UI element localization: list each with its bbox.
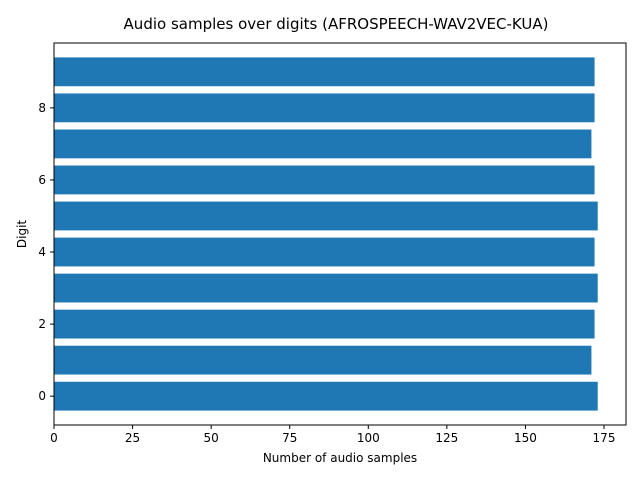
x-axis-label: Number of audio samples xyxy=(263,451,417,465)
x-tick-label: 100 xyxy=(357,431,380,445)
y-tick-label: 2 xyxy=(38,317,46,331)
x-tick-label: 175 xyxy=(593,431,616,445)
bar-digit-0 xyxy=(54,381,598,411)
y-tick-label: 0 xyxy=(38,389,46,403)
bar-digit-9 xyxy=(54,57,595,87)
x-tick-label: 25 xyxy=(125,431,140,445)
x-tick-label: 0 xyxy=(50,431,58,445)
y-tick-label: 6 xyxy=(38,173,46,187)
y-tick-label: 4 xyxy=(38,245,46,259)
y-tick-label: 8 xyxy=(38,101,46,115)
x-tick-label: 50 xyxy=(204,431,219,445)
plot-frame xyxy=(53,42,627,426)
bar-digit-1 xyxy=(54,345,592,375)
y-axis: 0 2 4 6 8 xyxy=(38,101,54,403)
bar-digit-5 xyxy=(54,201,598,231)
bar-digit-3 xyxy=(54,273,598,303)
y-axis-label: Digit xyxy=(15,220,29,249)
bar-digit-7 xyxy=(54,129,592,159)
x-tick-label: 150 xyxy=(514,431,537,445)
bars-group xyxy=(54,57,598,411)
bar-digit-4 xyxy=(54,237,595,267)
x-tick-label: 75 xyxy=(282,431,297,445)
bar-digit-2 xyxy=(54,309,595,339)
bar-digit-8 xyxy=(54,93,595,123)
x-tick-label: 125 xyxy=(435,431,458,445)
bar-digit-6 xyxy=(54,165,595,195)
chart-title: Audio samples over digits (AFROSPEECH-WA… xyxy=(124,15,549,33)
x-axis: 0 25 50 75 100 125 150 175 xyxy=(50,425,615,445)
